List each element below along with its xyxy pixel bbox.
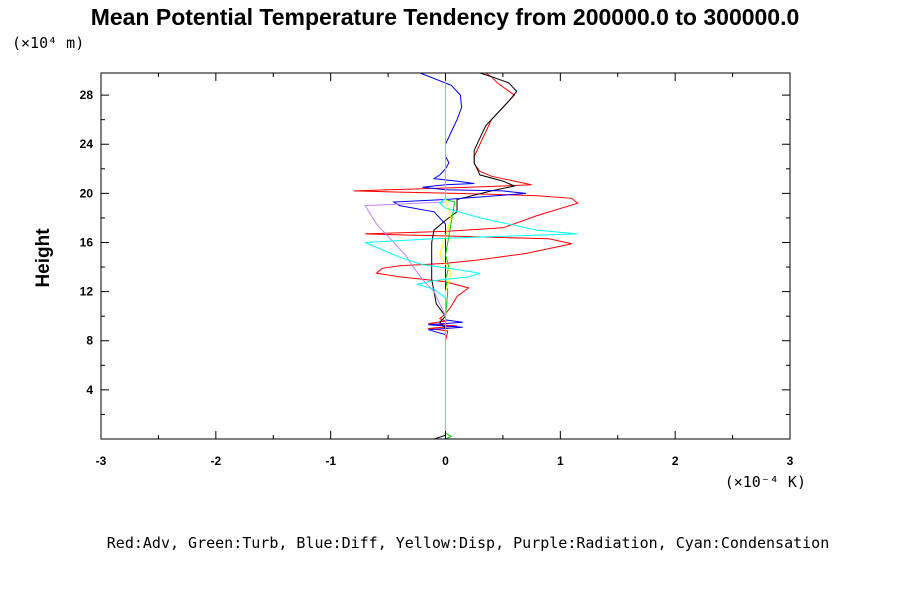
series-line-0 [353,72,579,439]
series-line-1 [431,72,518,440]
series-layer [353,72,579,440]
legend-text: Red:Adv, Green:Turb, Blue:Diff, Yellow:D… [107,534,829,552]
x-tick-label: -3 [96,454,107,468]
x-tick-label: 1 [557,454,564,468]
y-tick-label: 28 [80,88,94,102]
x-tick-label: 2 [672,454,679,468]
x-tick-label: 0 [442,454,449,468]
x-tick-label: -1 [325,454,336,468]
y-tick-label: 12 [80,285,94,299]
y-tick-label: 16 [80,235,94,249]
x-tick-label: -2 [210,454,221,468]
series-line-5 [364,201,446,439]
y-tick-label: 20 [80,186,94,200]
y-tick-label: 4 [86,383,93,397]
series-line-6 [364,73,578,439]
y-axis-label: Height [33,228,54,288]
y-axis-multiplier: (×10⁴ m) [12,34,84,52]
y-tick-label: 8 [86,334,93,348]
y-tick-label: 24 [80,137,94,151]
x-axis-multiplier: (×10⁻⁴ K) [725,473,806,491]
x-tick-label: 3 [787,454,794,468]
chart-title: Mean Potential Temperature Tendency from… [91,4,800,30]
